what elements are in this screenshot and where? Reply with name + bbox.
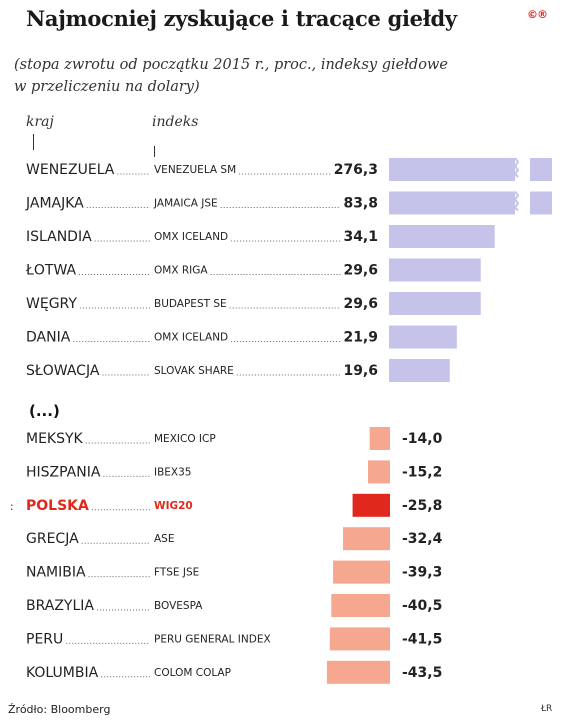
bar-positive-tail: [530, 158, 552, 181]
value-label: -43,5: [402, 665, 442, 681]
bar-negative: [333, 560, 390, 584]
country-label: KOLUMBIA: [26, 665, 99, 681]
bar-positive: [389, 292, 481, 315]
bar-positive-tail: [530, 191, 552, 215]
bar-negative: [331, 594, 390, 617]
value-label: 21,9: [343, 330, 378, 346]
country-label: SŁOWACJA: [26, 363, 100, 379]
country-label: ISLANDIA: [26, 229, 92, 245]
chart-title: Najmocniej zyskujące i tracące giełdy: [26, 6, 457, 31]
highlight-marker: :: [10, 501, 14, 513]
publisher-logo-icon: ©®: [527, 8, 548, 21]
bar-positive: [389, 359, 450, 382]
axis-break-mark: [513, 157, 520, 178]
index-label: VENEZUELA SM: [154, 164, 236, 176]
country-label: ŁOTWA: [25, 263, 77, 279]
value-label: 29,6: [343, 296, 378, 312]
chart-subtitle: (stopa zwrotu od początku 2015 r., proc.…: [14, 54, 474, 98]
value-label: -25,8: [402, 498, 442, 514]
bar-negative: [369, 427, 390, 450]
bar-positive: [389, 225, 495, 248]
bar-positive: [389, 325, 457, 349]
country-label: JAMAJKA: [25, 196, 84, 212]
subtitle-line-1: (stopa zwrotu od początku 2015 r., proc.…: [14, 57, 448, 73]
column-marker-country: [33, 134, 34, 150]
index-label: BOVESPA: [154, 600, 203, 612]
country-label: WĘGRY: [26, 296, 77, 312]
index-label: BUDAPEST SE: [154, 298, 227, 310]
index-label: PERU GENERAL INDEX: [154, 633, 271, 645]
value-label: -39,3: [402, 565, 442, 581]
value-label: 276,3: [334, 162, 378, 178]
author-credit: ŁR: [541, 704, 553, 714]
bar-negative: [326, 660, 390, 684]
value-label: -32,4: [402, 531, 443, 547]
bar-positive: [389, 258, 481, 282]
country-label: MEKSYK: [26, 431, 84, 447]
country-label: DANIA: [26, 330, 71, 346]
country-label: POLSKA: [26, 498, 89, 514]
country-label: BRAZYLIA: [26, 598, 94, 614]
index-label: WIG20: [154, 500, 193, 512]
column-header-country: kraj: [26, 114, 54, 130]
index-label: ASE: [154, 533, 174, 545]
column-header-index: indeks: [152, 114, 199, 130]
value-label: 34,1: [343, 229, 378, 245]
value-label: 83,8: [343, 196, 378, 212]
country-label: HISZPANIA: [26, 464, 101, 480]
country-label: NAMIBIA: [26, 565, 86, 581]
omitted-rows-separator: (...): [29, 402, 60, 420]
bar-positive: [389, 191, 515, 215]
bar-negative-highlight: [352, 493, 390, 517]
index-label: JAMAICA JSE: [153, 198, 218, 210]
country-label: GRECJA: [26, 531, 79, 547]
column-marker-index: [154, 146, 155, 157]
index-label: OMX ICELAND: [154, 231, 228, 243]
value-label: -40,5: [402, 598, 442, 614]
source-note: Źródło: Bloomberg: [8, 703, 111, 716]
index-label: SLOVAK SHARE: [154, 365, 234, 377]
value-label: 19,6: [343, 363, 378, 379]
bar-positive: [389, 158, 515, 181]
value-label: -15,2: [402, 464, 442, 480]
bar-negative: [367, 460, 390, 484]
bar-negative: [329, 627, 390, 651]
subtitle-line-2: w przeliczeniu na dolary): [14, 79, 200, 95]
index-label: MEXICO ICP: [154, 433, 216, 445]
index-label: COLOM COLAP: [154, 667, 231, 679]
value-label: -14,0: [402, 431, 443, 447]
value-label: 29,6: [343, 263, 378, 279]
country-label: WENEZUELA: [26, 162, 115, 178]
country-label: PERU: [26, 631, 63, 647]
index-label: IBEX35: [154, 466, 192, 478]
axis-break-mark: [513, 190, 520, 212]
bar-negative: [343, 527, 390, 551]
index-label: OMX RIGA: [154, 265, 208, 277]
value-label: -41,5: [402, 631, 442, 647]
index-label: OMX ICELAND: [154, 332, 228, 344]
index-label: FTSE JSE: [154, 567, 199, 579]
